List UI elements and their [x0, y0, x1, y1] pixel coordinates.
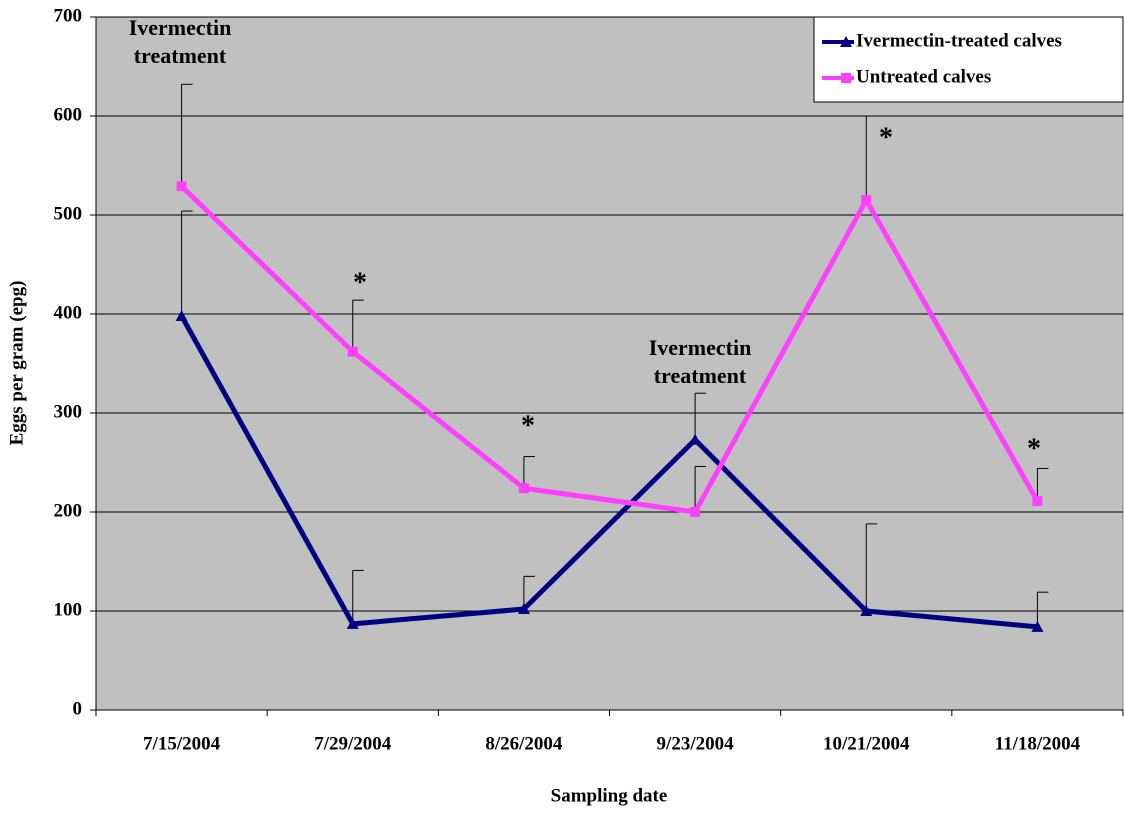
marker	[860, 605, 873, 616]
y-tick-label: 200	[54, 500, 83, 521]
significance-mark: *	[521, 410, 535, 441]
annotation: Ivermectin treatment	[129, 15, 232, 68]
series-line	[179, 184, 1040, 515]
annotation: Ivermectin treatment	[649, 335, 752, 388]
plot-area	[95, 16, 1124, 711]
marker	[841, 73, 851, 83]
error-bar	[694, 465, 707, 512]
error-bar	[694, 392, 707, 440]
error-bar	[1036, 467, 1049, 502]
legend-box	[813, 16, 1124, 103]
y-tick-label: 700	[54, 5, 83, 26]
y-tick-label: 500	[54, 203, 83, 224]
marker	[176, 181, 187, 192]
marker	[861, 195, 872, 206]
marker	[347, 346, 358, 357]
marker	[840, 36, 852, 47]
y-tick-label: 400	[54, 302, 83, 323]
error-bar	[865, 523, 878, 611]
y-axis-label: Eggs per gram (epg)	[6, 281, 27, 446]
marker	[690, 507, 701, 517]
x-tick-label: 10/21/2004	[823, 733, 910, 754]
x-tick-label: 8/26/2004	[485, 733, 563, 754]
marker	[1032, 496, 1043, 507]
x-tick-label: 7/15/2004	[143, 733, 221, 754]
y-tick-label: 300	[54, 401, 83, 422]
y-tick-label: 100	[54, 599, 83, 620]
x-tick-label: 9/23/2004	[657, 733, 735, 754]
legend-label: Untreated calves	[856, 66, 991, 87]
marker	[689, 433, 702, 445]
error-bar	[352, 299, 364, 352]
error-bar	[181, 83, 193, 187]
marker	[518, 483, 529, 494]
x-tick-label: 11/18/2004	[995, 733, 1081, 754]
marker	[1031, 620, 1044, 632]
error-bar	[865, 115, 878, 201]
error-bar	[523, 456, 535, 489]
error-bar	[181, 210, 193, 316]
significance-mark: *	[879, 122, 893, 153]
y-tick-label: 0	[73, 698, 83, 719]
legend-label: Ivermectin-treated calves	[856, 30, 1062, 51]
marker	[175, 309, 188, 321]
x-tick-label: 7/29/2004	[314, 733, 392, 754]
significance-mark: *	[1027, 433, 1041, 464]
marker	[517, 603, 530, 615]
x-axis-label: Sampling date	[551, 785, 668, 806]
marker	[346, 617, 359, 629]
y-tick-label: 600	[54, 104, 83, 125]
series-line	[179, 314, 1038, 630]
significance-mark: *	[353, 267, 367, 298]
error-bar	[352, 569, 364, 624]
